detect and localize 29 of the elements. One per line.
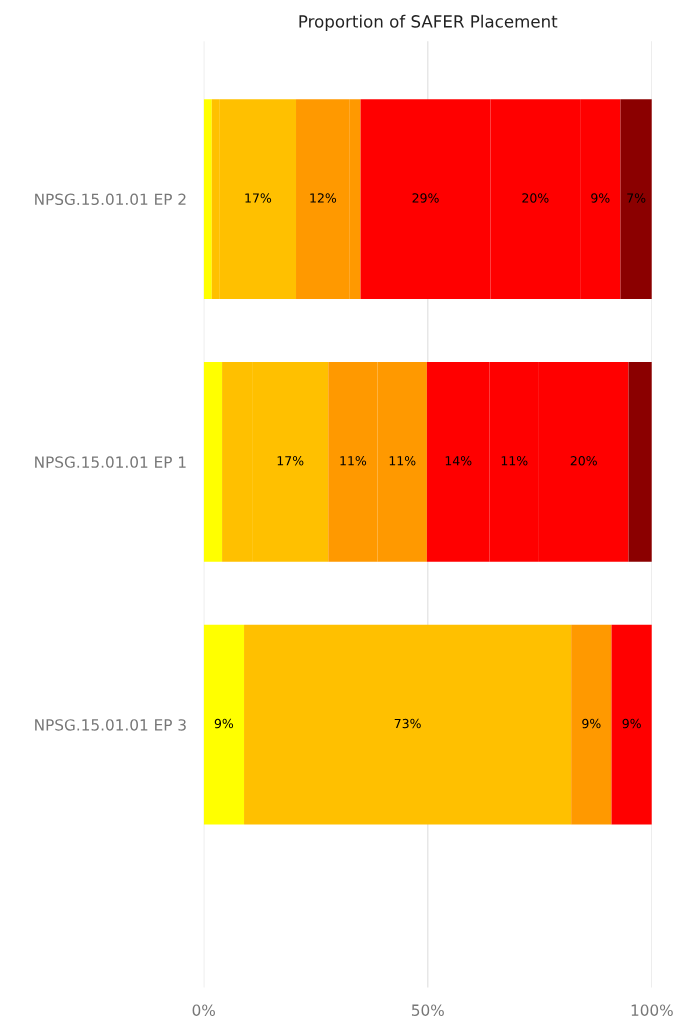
data-label: 20% [522,193,549,203]
y-tick-label: NPSG.15.01.01 EP 2 [35,193,186,206]
data-label: 7% [627,193,646,203]
data-label: 12% [310,193,337,203]
data-label: 11% [501,456,528,466]
bar [203,99,212,299]
data-label: 9% [591,193,610,203]
x-tick-label: 0% [192,1004,215,1016]
data-label: 17% [277,456,304,466]
data-label: 9% [622,718,641,729]
bar [203,361,223,562]
y-tick-label: NPSG.15.01.01 EP 3 [35,719,186,731]
data-label: 11% [389,456,416,466]
y-tick-label: NPSG.15.01.01 EP 1 [35,456,186,468]
x-tick-label: 50% [411,1004,444,1016]
bar [244,624,572,825]
chart-title: Proportion of SAFER Placement [299,14,558,31]
data-label: 14% [445,456,472,466]
data-label: 17% [245,193,272,203]
x-tick-label: 100% [631,1004,673,1016]
bar [628,361,652,562]
data-label: 9% [214,718,234,729]
data-label: 11% [340,456,367,466]
bar [203,624,245,825]
data-label: 29% [412,193,439,203]
data-label: 20% [570,456,597,466]
data-label: 9% [582,718,601,729]
bar [620,99,652,299]
data-label: 73% [394,718,421,729]
